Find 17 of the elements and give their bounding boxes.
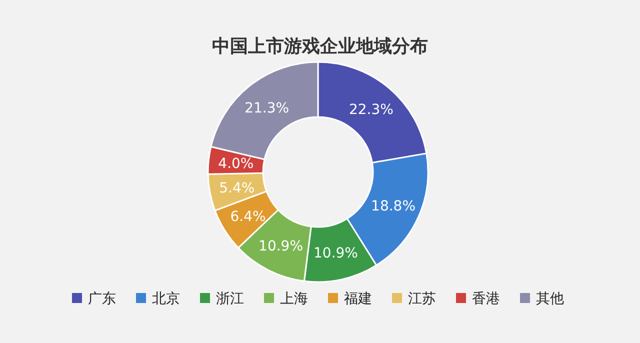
legend-label: 广东	[88, 291, 116, 307]
data-label: 10.9%	[314, 246, 358, 262]
legend-label: 香港	[472, 291, 500, 307]
data-label: 6.4%	[230, 208, 266, 225]
data-label: 21.3%	[244, 100, 290, 116]
legend-label: 其他	[536, 291, 564, 307]
legend-label: 上海	[280, 291, 308, 307]
chart-title: 中国上市游戏企业地域分布	[212, 36, 428, 57]
legend-label: 浙江	[216, 291, 244, 307]
data-label: 10.9%	[258, 238, 304, 255]
data-label: 5.4%	[219, 180, 255, 196]
legend-label: 江苏	[408, 291, 436, 307]
data-label: 4.0%	[218, 156, 254, 172]
legend-label: 北京	[152, 291, 180, 307]
data-label: 18.8%	[371, 198, 416, 215]
data-label: 22.3%	[348, 102, 394, 118]
legend-label: 福建	[344, 291, 372, 307]
